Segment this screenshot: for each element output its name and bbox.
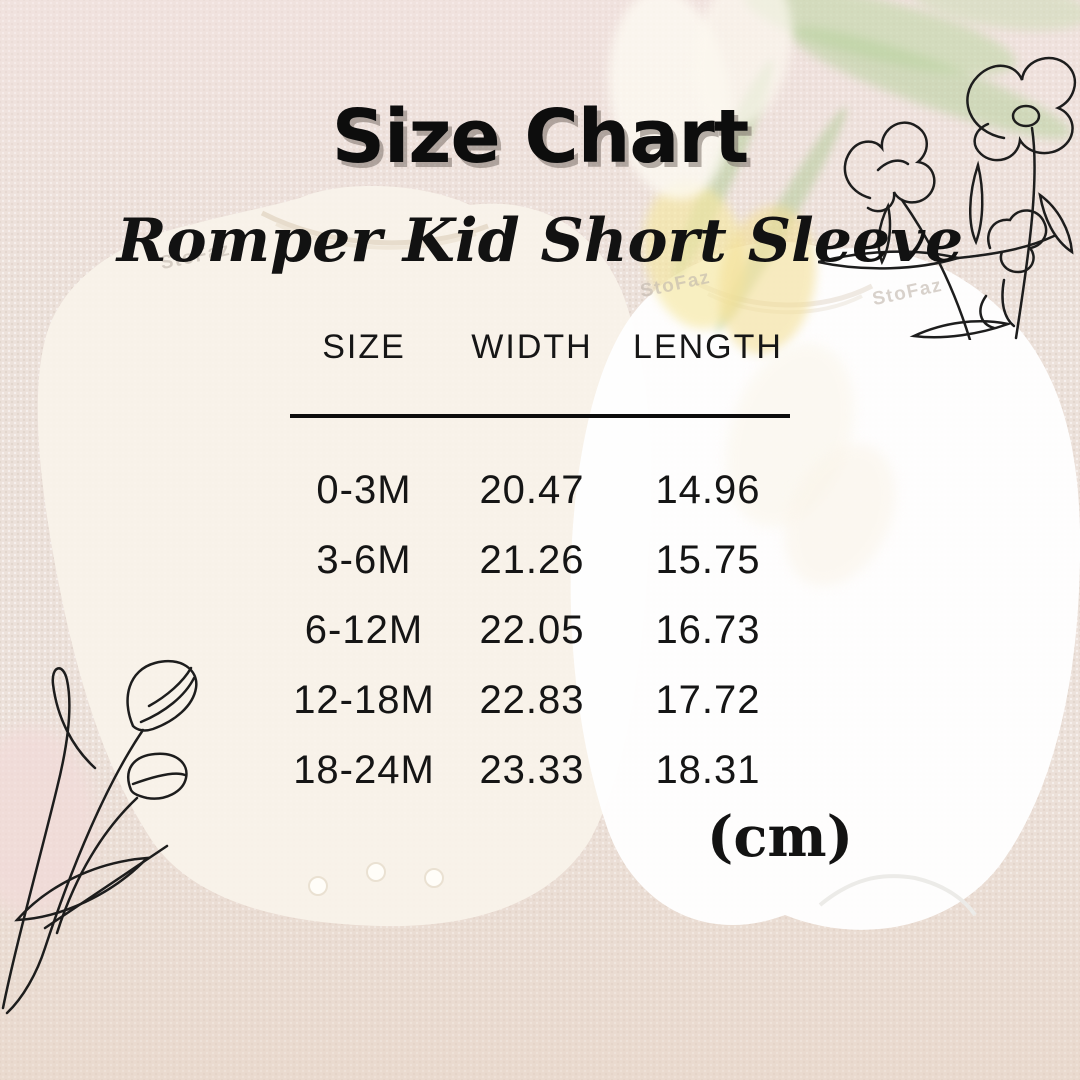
cell-width: 22.83: [479, 678, 585, 722]
cell-length: 16.73: [655, 608, 761, 652]
cell-length: 17.72: [655, 678, 761, 722]
cell-width: 22.05: [479, 608, 585, 652]
column-header-length: LENGTH: [633, 328, 783, 366]
cell-size: 0-3M: [316, 468, 412, 512]
table-row: 3-6M 21.26 15.75: [280, 525, 800, 595]
cell-length: 15.75: [655, 538, 761, 582]
pink-fabric-blob: [0, 726, 96, 916]
cell-width: 20.47: [479, 468, 585, 512]
cell-length: 18.31: [655, 748, 761, 792]
cell-size: 12-18M: [293, 678, 435, 722]
cell-width: 21.26: [479, 538, 585, 582]
product-subtitle: Romper Kid Short Sleeve: [116, 206, 964, 276]
watermark: StoFaz: [870, 274, 945, 311]
size-table-header: SIZE WIDTH LENGTH: [280, 325, 800, 369]
size-table: SIZE WIDTH LENGTH 0-3M 20.47 14.96 3-6M …: [280, 325, 800, 805]
table-row: 18-24M 23.33 18.31: [280, 735, 800, 805]
cell-size: 18-24M: [293, 748, 435, 792]
page-title: Size Chart: [331, 94, 749, 180]
cell-size: 3-6M: [316, 538, 412, 582]
unit-label: (cm): [706, 804, 854, 870]
table-row: 6-12M 22.05 16.73: [280, 595, 800, 665]
cell-size: 6-12M: [304, 608, 424, 652]
column-header-size: SIZE: [322, 328, 406, 366]
size-table-rows: 0-3M 20.47 14.96 3-6M 21.26 15.75 6-12M …: [280, 455, 800, 805]
cell-width: 23.33: [479, 748, 585, 792]
column-header-width: WIDTH: [471, 328, 593, 366]
header-divider-line: [290, 414, 790, 418]
table-row: 12-18M 22.83 17.72: [280, 665, 800, 735]
table-row: 0-3M 20.47 14.96: [280, 455, 800, 525]
cell-length: 14.96: [655, 468, 761, 512]
